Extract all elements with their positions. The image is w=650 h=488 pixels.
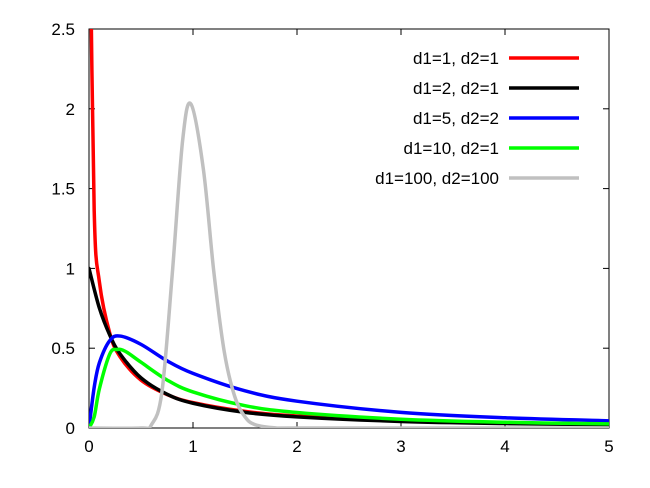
y-tick-label: 1.5 xyxy=(51,180,75,199)
x-tick-label: 3 xyxy=(396,437,405,456)
x-tick-label: 2 xyxy=(292,437,301,456)
y-tick-label: 0 xyxy=(66,419,75,438)
x-tick-label: 1 xyxy=(188,437,197,456)
legend-label: d1=1, d2=1 xyxy=(413,49,499,68)
y-tick-label: 1 xyxy=(66,259,75,278)
legend: d1=1, d2=1 d1=2, d2=1 d1=5, d2=2 d1=10, d2=… xyxy=(375,49,579,188)
legend-label: d1=5, d2=2 xyxy=(413,109,499,128)
series-layer xyxy=(89,29,609,428)
x-tick-label: 0 xyxy=(84,437,93,456)
legend-label: d1=2, d2=1 xyxy=(413,79,499,98)
x-tick-label: 4 xyxy=(500,437,509,456)
legend-label: d1=100, d2=100 xyxy=(375,169,499,188)
y-tick-label: 0.5 xyxy=(51,339,75,358)
x-tick-label: 5 xyxy=(604,437,613,456)
series-line-3 xyxy=(89,334,609,428)
axes-layer: 0 1 2 3 4 5 0 0.5 1 1.5 2 2.5 xyxy=(51,20,613,456)
series-line-5 xyxy=(89,101,609,428)
y-tick-label: 2 xyxy=(66,100,75,119)
series-line-4 xyxy=(89,347,609,428)
y-tick-label: 2.5 xyxy=(51,20,75,39)
legend-label: d1=10, d2=1 xyxy=(404,139,499,158)
